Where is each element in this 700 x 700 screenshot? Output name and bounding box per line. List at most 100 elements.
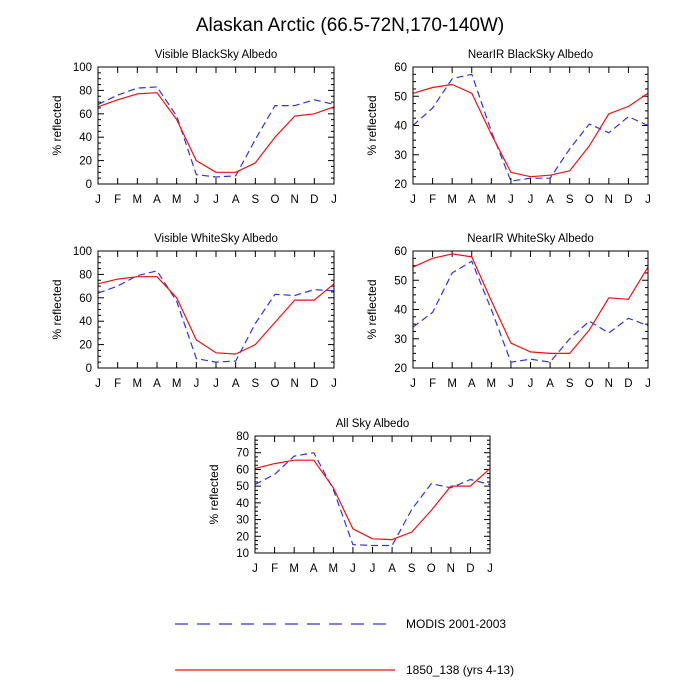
y-tick-label: 10 <box>236 548 249 560</box>
y-tick-label: 40 <box>236 498 249 510</box>
y-axis-label: % reflected <box>50 279 64 339</box>
x-tick-label: J <box>252 563 258 575</box>
x-tick-label: F <box>114 378 121 390</box>
x-tick-label: J <box>508 194 514 206</box>
y-tick-label: 30 <box>394 150 407 162</box>
x-tick-label: J <box>410 194 416 206</box>
x-tick-label: S <box>566 378 574 390</box>
panel-title: Visible WhiteSky Albedo <box>154 233 278 245</box>
x-tick-label: J <box>528 378 534 390</box>
y-tick-label: 60 <box>394 246 407 258</box>
x-tick-label: D <box>310 378 318 390</box>
x-tick-label: J <box>410 378 416 390</box>
x-tick-label: J <box>331 378 337 390</box>
series-line-model <box>97 92 335 173</box>
panel-title: NearIR WhiteSky Albedo <box>467 233 594 245</box>
x-tick-label: A <box>153 378 161 390</box>
x-tick-label: A <box>310 563 318 575</box>
y-tick-label: 50 <box>394 91 407 103</box>
x-tick-label: M <box>133 194 143 206</box>
series-line-modis <box>97 86 335 178</box>
x-tick-label: N <box>291 378 299 390</box>
plot-frame <box>412 250 649 369</box>
panel-title: Visible BlackSky Albedo <box>155 49 278 61</box>
x-tick-label: J <box>193 194 199 206</box>
plot-frame <box>254 435 491 554</box>
x-tick-label: M <box>487 194 497 206</box>
series-line-model <box>412 83 649 178</box>
x-tick-label: S <box>408 563 416 575</box>
y-tick-label: 100 <box>73 62 92 74</box>
x-tick-label: J <box>331 194 337 206</box>
x-tick-label: N <box>447 563 455 575</box>
x-tick-label: A <box>388 563 396 575</box>
y-tick-label: 60 <box>236 464 249 476</box>
panel-title: All Sky Albedo <box>336 418 410 430</box>
plot-frame <box>97 66 335 185</box>
x-tick-label: J <box>95 194 101 206</box>
x-tick-label: M <box>447 378 457 390</box>
legend: MODIS 2001-2003 1850_138 (yrs 4-13) <box>175 617 514 677</box>
y-tick-label: 40 <box>79 316 92 328</box>
x-tick-label: M <box>172 194 182 206</box>
x-tick-label: J <box>370 563 376 575</box>
x-tick-label: M <box>487 378 497 390</box>
y-tick-label: 80 <box>236 431 249 443</box>
x-tick-label: D <box>624 194 632 206</box>
x-tick-label: D <box>466 563 474 575</box>
plot-frame <box>97 250 335 369</box>
y-tick-label: 40 <box>394 305 407 317</box>
x-tick-label: A <box>468 194 476 206</box>
x-tick-label: J <box>95 378 101 390</box>
y-tick-label: 20 <box>79 156 92 168</box>
y-tick-label: 50 <box>236 481 249 493</box>
panel-title: NearIR BlackSky Albedo <box>468 49 593 61</box>
y-tick-label: 0 <box>86 363 92 375</box>
x-tick-label: J <box>645 378 651 390</box>
x-tick-label: J <box>508 378 514 390</box>
x-tick-label: N <box>605 194 613 206</box>
x-tick-label: O <box>585 194 594 206</box>
x-tick-label: S <box>566 194 574 206</box>
x-tick-label: A <box>468 378 476 390</box>
x-tick-label: O <box>271 378 280 390</box>
series-line-model <box>254 459 491 541</box>
x-tick-label: J <box>213 378 219 390</box>
y-tick-label: 30 <box>236 515 249 527</box>
x-tick-label: F <box>114 194 121 206</box>
y-tick-label: 20 <box>394 363 407 375</box>
series-line-modis <box>412 73 649 182</box>
y-tick-label: 20 <box>394 179 407 191</box>
x-tick-label: A <box>153 194 161 206</box>
figure-title: Alaskan Arctic (66.5-72N,170-140W) <box>196 15 504 36</box>
y-axis-label: % reflected <box>207 464 221 524</box>
y-tick-label: 0 <box>86 179 92 191</box>
x-tick-label: D <box>624 378 632 390</box>
y-tick-label: 20 <box>79 340 92 352</box>
x-tick-label: J <box>645 194 651 206</box>
series-line-modis <box>254 452 491 547</box>
x-tick-label: N <box>605 378 613 390</box>
y-axis-label: % reflected <box>365 95 379 155</box>
x-tick-label: O <box>271 194 280 206</box>
series-line-model <box>97 276 335 355</box>
series-line-model <box>412 253 649 354</box>
y-tick-label: 60 <box>394 62 407 74</box>
plot-frame <box>412 66 649 185</box>
y-tick-label: 100 <box>73 246 92 258</box>
x-tick-label: N <box>291 194 299 206</box>
x-tick-label: M <box>172 378 182 390</box>
legend-modis-label: MODIS 2001-2003 <box>406 617 506 631</box>
x-tick-label: A <box>546 378 554 390</box>
x-tick-label: J <box>487 563 493 575</box>
series-line-modis <box>97 270 335 363</box>
x-tick-label: F <box>429 378 436 390</box>
x-tick-label: M <box>329 563 339 575</box>
y-axis-label: % reflected <box>365 279 379 339</box>
